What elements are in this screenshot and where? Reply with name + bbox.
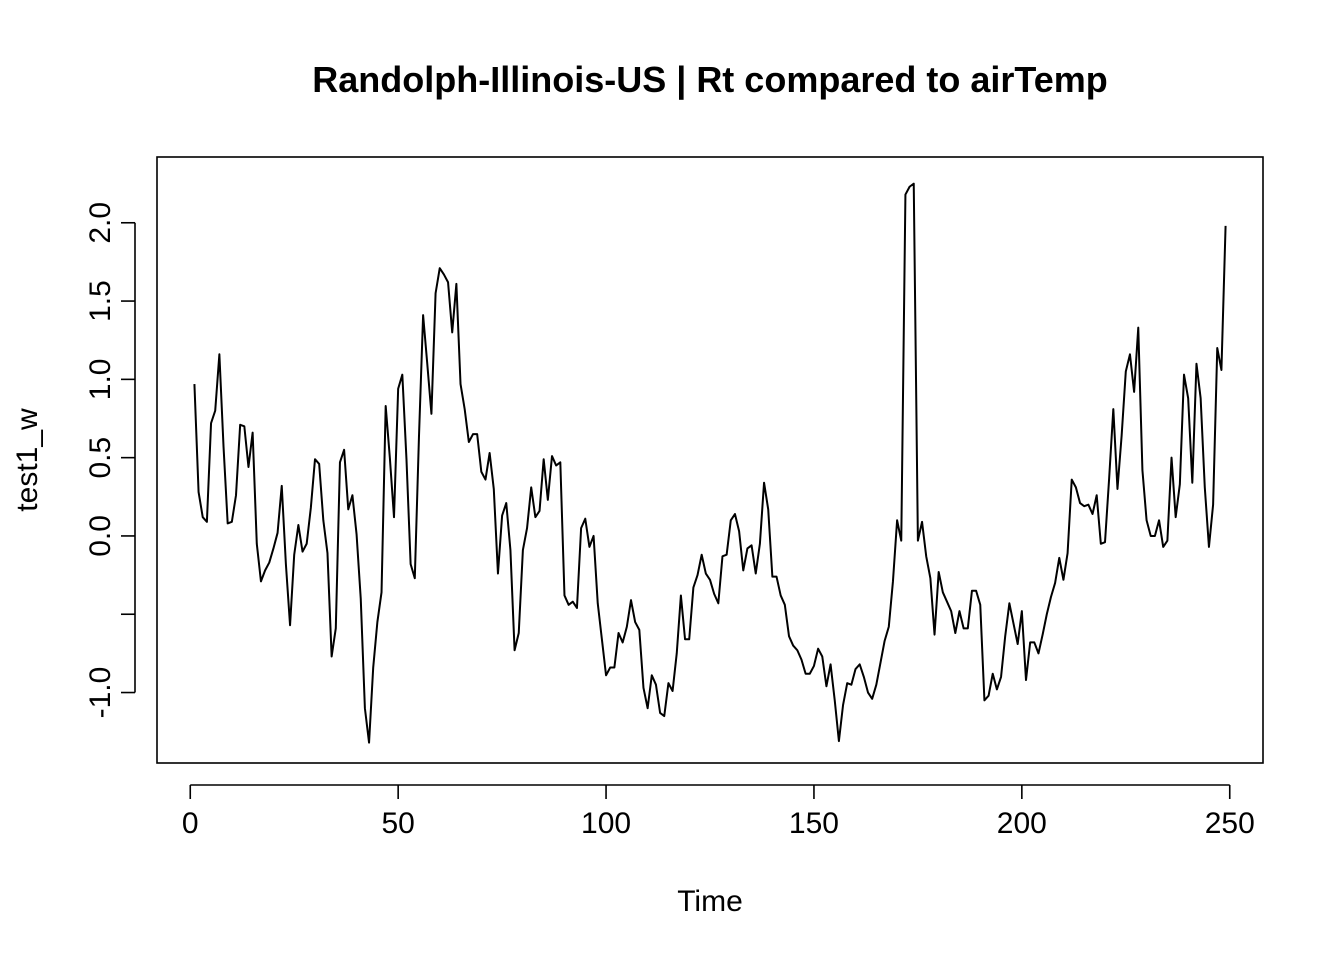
x-axis: 0 50 100 150 200 250 — [182, 784, 1255, 840]
x-tick-label: 150 — [789, 807, 839, 840]
y-tick-label: 1.0 — [84, 358, 117, 400]
y-tick-label: -1.0 — [84, 667, 117, 719]
plot-frame — [156, 156, 1264, 764]
y-axis: -1.0 0.0 0.5 1.0 1.5 2.0 — [84, 202, 136, 719]
y-tick-label: 1.5 — [84, 280, 117, 322]
x-tick-label: 100 — [581, 807, 631, 840]
y-tick-label: 0.5 — [84, 437, 117, 479]
x-tick-label: 0 — [182, 807, 199, 840]
x-tick-label: 50 — [381, 807, 414, 840]
y-axis-label: test1_w — [11, 408, 44, 512]
y-tick-label: 2.0 — [84, 202, 117, 244]
x-tick-label: 250 — [1205, 807, 1255, 840]
series-line — [193, 182, 1227, 744]
y-tick-label: 0.0 — [84, 515, 117, 557]
x-tick-label: 200 — [997, 807, 1047, 840]
chart-title: Randolph-Illinois-US | Rt compared to ai… — [312, 59, 1107, 101]
x-axis-label: Time — [677, 885, 743, 918]
